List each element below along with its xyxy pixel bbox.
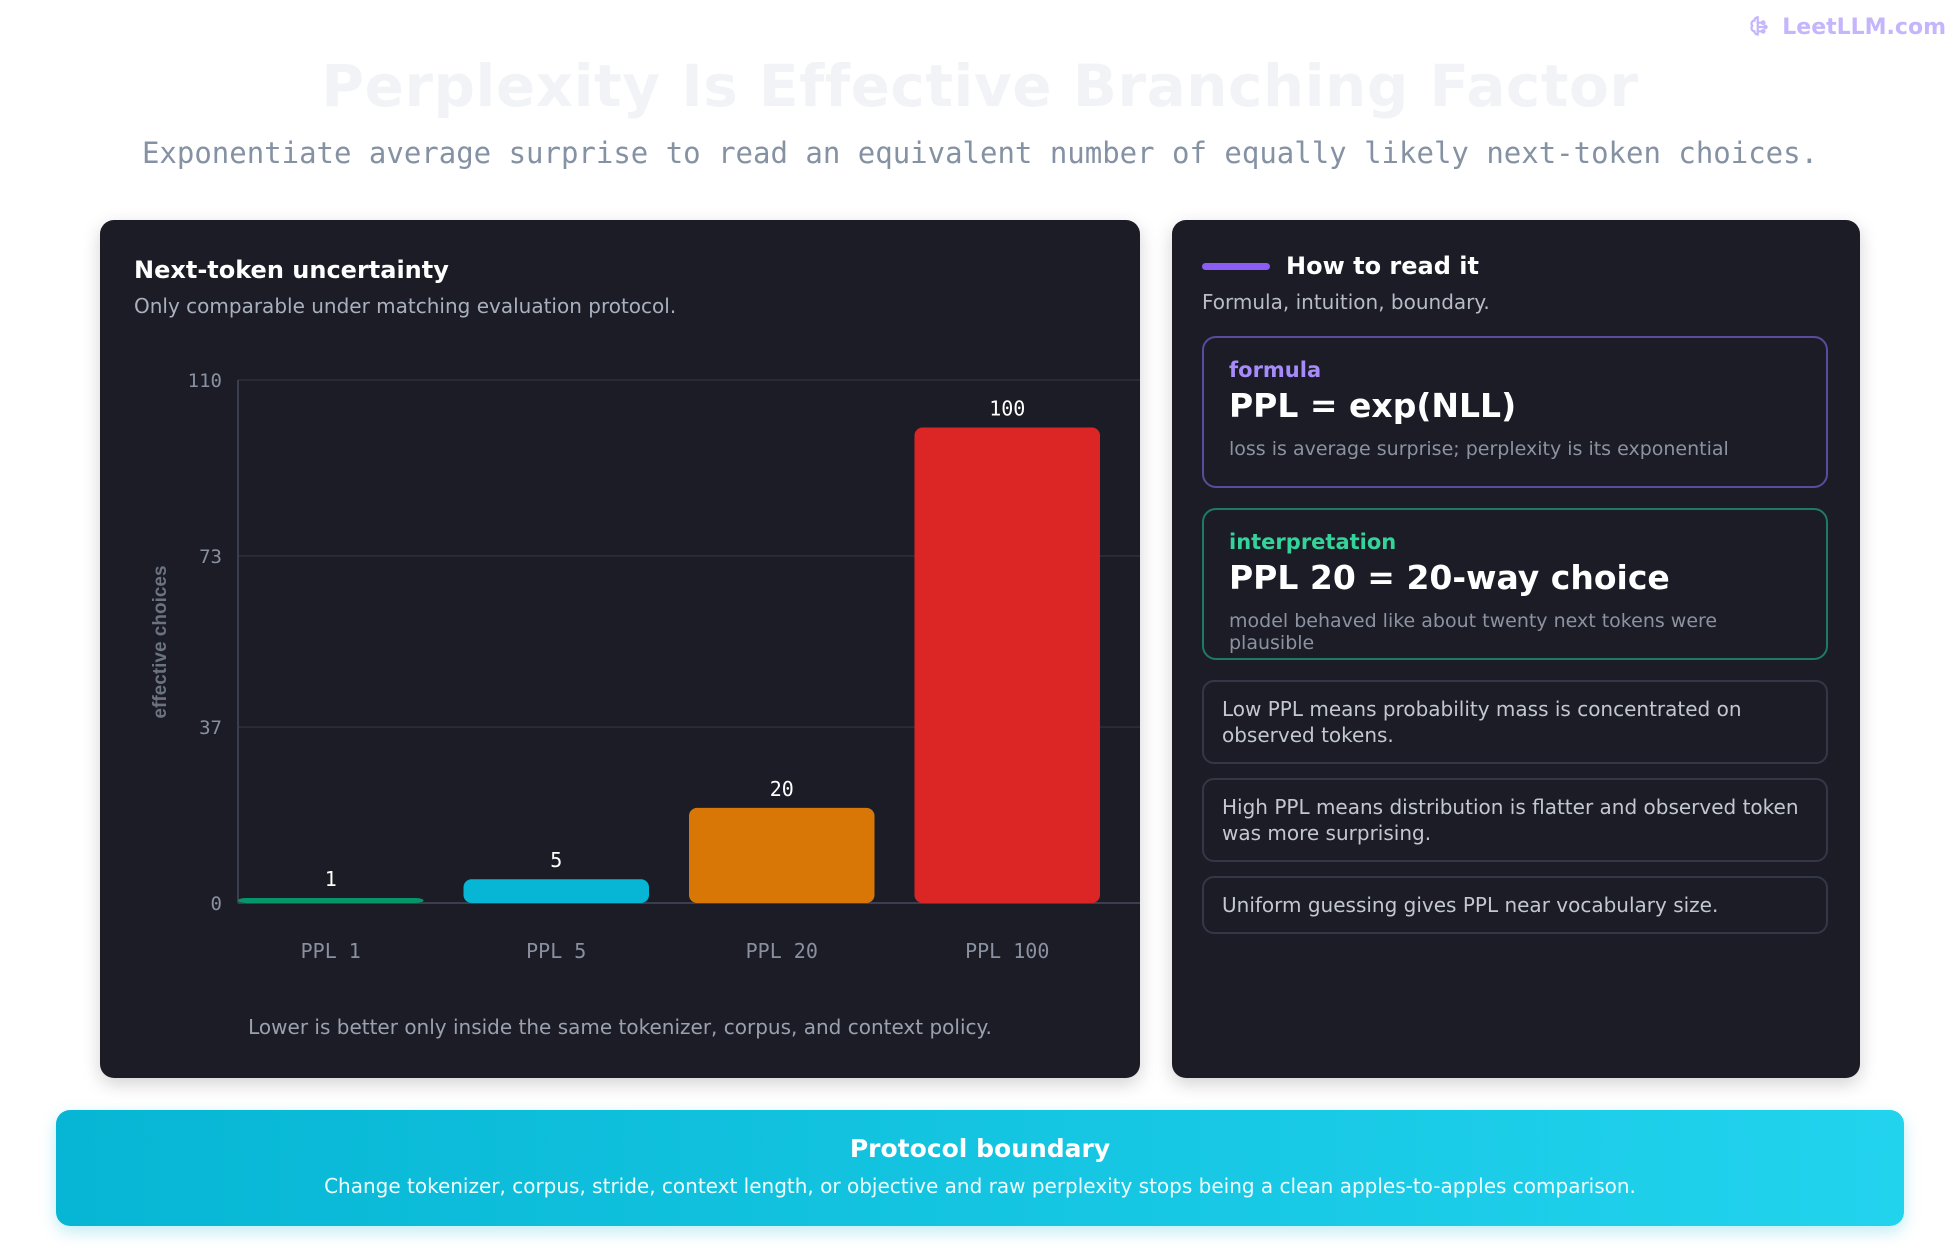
interpretation-card: interpretation PPL 20 = 20-way choice mo…	[1202, 508, 1828, 660]
data-label: 5	[550, 848, 562, 872]
y-tick-label: 0	[211, 893, 222, 915]
data-label: 100	[989, 397, 1025, 421]
interpretation-tag: interpretation	[1229, 530, 1397, 554]
protocol-text: Change tokenizer, corpus, stride, contex…	[324, 1174, 1636, 1198]
formula-main: PPL = exp(NLL)	[1229, 386, 1517, 425]
y-tick-label: 37	[199, 717, 222, 739]
brand-logo[interactable]: LeetLLM.com	[1748, 14, 1946, 40]
accent-bar	[1202, 262, 1270, 270]
interpretation-detail: model behaved like about twenty next tok…	[1229, 610, 1718, 654]
formula-card: formula PPL = exp(NLL) loss is average s…	[1202, 336, 1828, 488]
x-tick-label: PPL 1	[301, 939, 361, 963]
interpretation-main: PPL 20 = 20-way choice	[1229, 558, 1670, 597]
read-header: How to read it	[1202, 252, 1479, 280]
protocol-title: Protocol boundary	[849, 1134, 1111, 1163]
bar	[914, 427, 1100, 903]
note-high-ppl: High PPL means distribution is flatter a…	[1202, 778, 1828, 862]
formula-tag: formula	[1229, 358, 1322, 382]
note-low-ppl: Low PPL means probability mass is concen…	[1202, 680, 1828, 764]
x-tick-label: PPL 100	[965, 939, 1049, 963]
chart-subtitle: Only comparable under matching evaluatio…	[134, 294, 677, 318]
y-axis-label: effective choices	[150, 565, 171, 718]
protocol-banner: Protocol boundary Change tokenizer, corp…	[56, 1110, 1904, 1226]
data-label: 20	[770, 777, 794, 801]
x-tick-label: PPL 5	[526, 939, 586, 963]
bar	[689, 807, 875, 903]
page-subtitle: Exponentiate average surprise to read an…	[141, 136, 1819, 170]
page-title: Perplexity Is Effective Branching Factor	[321, 52, 1639, 120]
bar	[463, 879, 649, 903]
brand-name: LeetLLM.com	[1782, 14, 1946, 40]
y-tick-label: 73	[199, 546, 222, 568]
bar	[238, 898, 424, 903]
note-uniform: Uniform guessing gives PPL near vocabula…	[1202, 876, 1828, 934]
chart-title: Next-token uncertainty	[134, 256, 449, 284]
read-subtitle: Formula, intuition, boundary.	[1202, 290, 1490, 314]
brain-icon	[1750, 16, 1768, 36]
read-panel: How to read it Formula, intuition, bound…	[1172, 220, 1860, 1078]
bar-chart: 0 37 73 110 effective choices 1 PPL 1 5 PPL 5 20 P…	[150, 370, 1140, 963]
chart-note: Lower is better only inside the same tok…	[248, 1015, 992, 1039]
chart-panel: Next-token uncertainty Only comparable u…	[100, 220, 1140, 1078]
read-title: How to read it	[1286, 252, 1479, 280]
formula-detail: loss is average surprise; perplexity is …	[1229, 438, 1729, 460]
y-tick-label: 110	[188, 370, 222, 392]
x-tick-label: PPL 20	[746, 939, 818, 963]
data-label: 1	[325, 867, 337, 891]
